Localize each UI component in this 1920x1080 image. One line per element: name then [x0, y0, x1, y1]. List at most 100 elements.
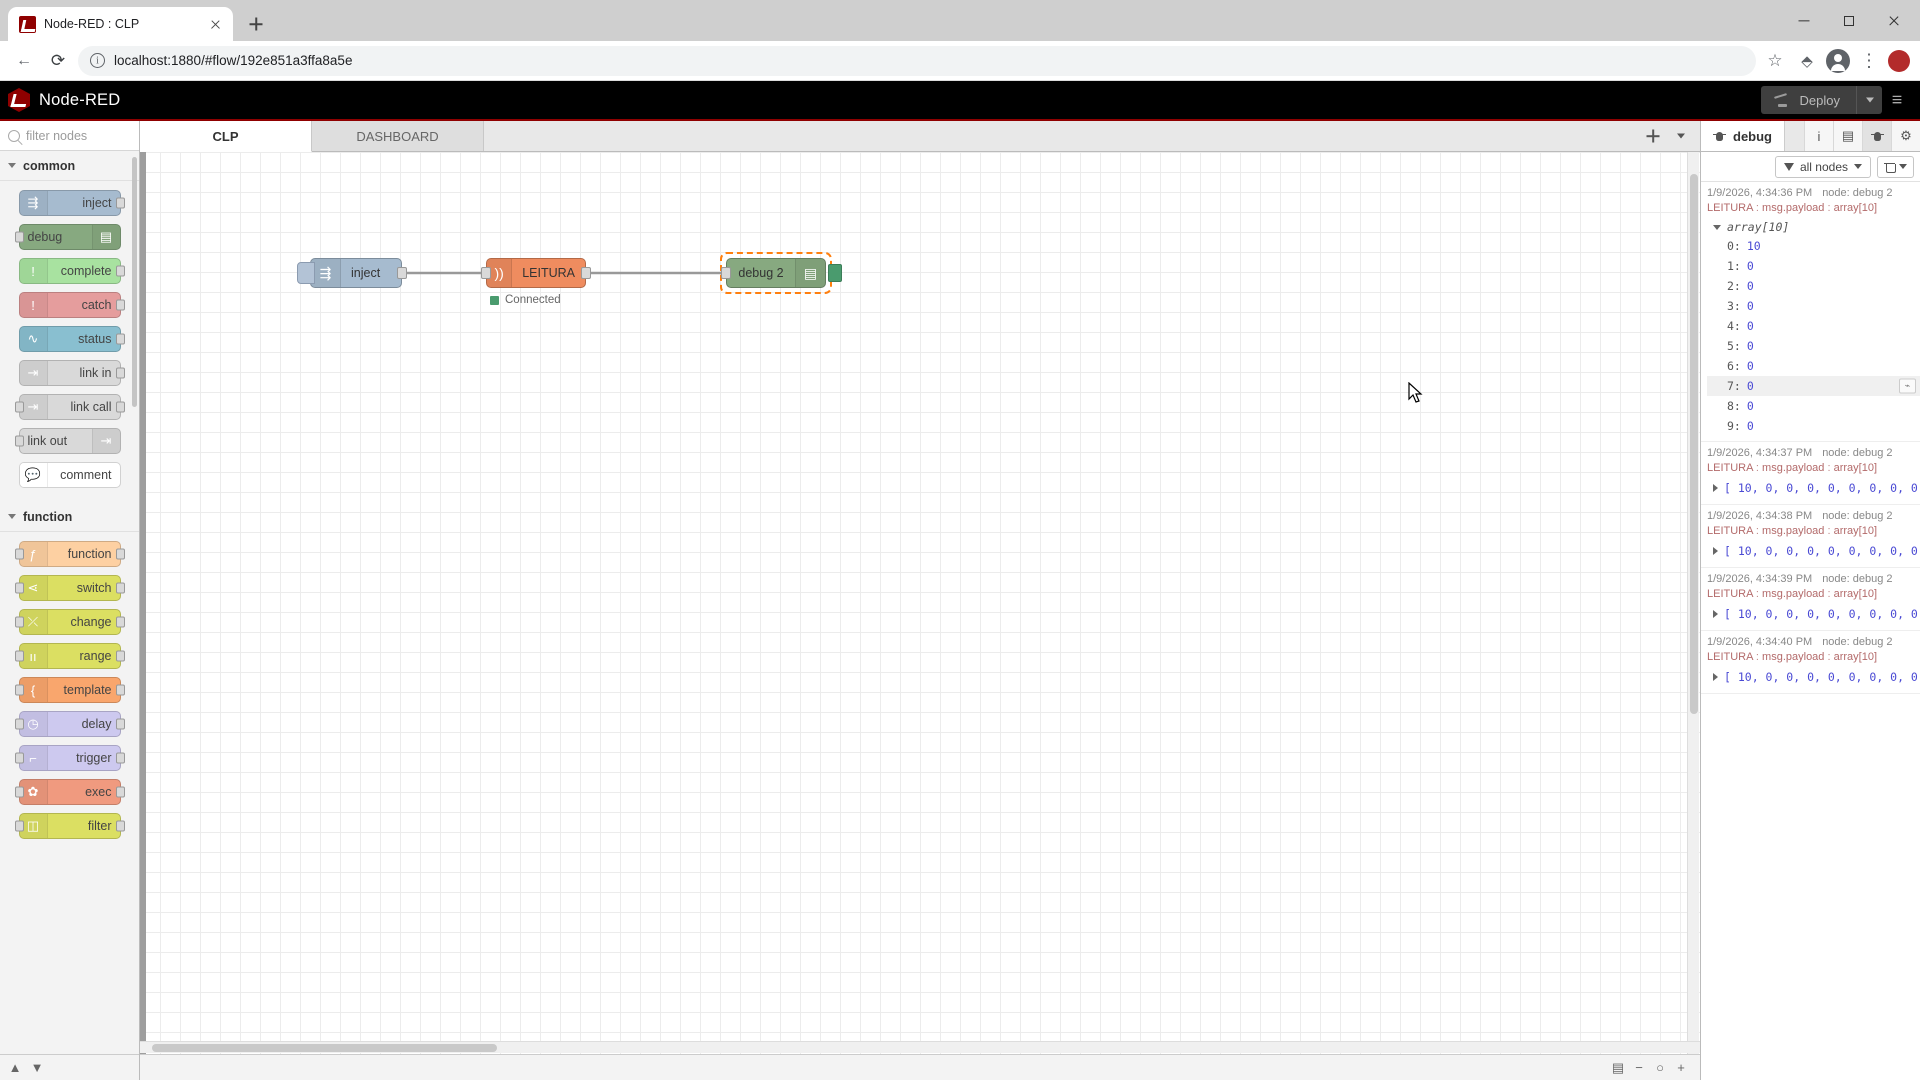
chevron-right-icon[interactable]	[1713, 484, 1718, 492]
node-ref[interactable]: node: debug 2	[1822, 447, 1893, 459]
tab-dashboard[interactable]: DASHBOARD	[312, 121, 484, 151]
clear-debug-button[interactable]	[1877, 155, 1914, 178]
palette-node-template[interactable]: { template	[14, 677, 125, 703]
array-row[interactable]: 6: 0	[1727, 359, 1754, 373]
debug-active-port[interactable]	[828, 264, 842, 282]
flow-canvas[interactable]: ⇶ inject )) LEITURA Connected debug 2 ▤	[140, 152, 1700, 1054]
palette-node-trigger[interactable]: ⌐ trigger	[14, 745, 125, 771]
chevron-right-icon[interactable]	[1713, 610, 1718, 618]
array-row[interactable]: 7: 0 ⌁	[1707, 376, 1920, 396]
chevron-right-icon[interactable]	[1713, 673, 1718, 681]
palette-node-status[interactable]: ∿ status	[18, 326, 125, 352]
input-port[interactable]	[721, 267, 731, 279]
output-port[interactable]	[115, 265, 125, 277]
profile-avatar-icon[interactable]	[1826, 48, 1850, 73]
array-row[interactable]: 5: 0	[1727, 339, 1754, 353]
node-ref[interactable]: node: debug 2	[1822, 187, 1893, 199]
chevron-down-icon[interactable]	[1668, 121, 1694, 151]
palette-node-change[interactable]: ⤫ change	[14, 609, 125, 635]
book-icon[interactable]: ▤	[1833, 121, 1862, 151]
palette-node-range[interactable]: ıı range	[14, 643, 125, 669]
array-row[interactable]: 4: 0	[1727, 319, 1754, 333]
palette-node-exec[interactable]: ✿ exec	[14, 779, 125, 805]
palette-node-catch[interactable]: ! catch	[18, 292, 125, 318]
output-port[interactable]	[115, 582, 125, 594]
palette-category-common[interactable]: common	[0, 151, 139, 181]
minimize-icon[interactable]	[1781, 0, 1826, 41]
input-port[interactable]	[14, 718, 24, 730]
palette-node-comment[interactable]: 💬 comment	[18, 462, 121, 488]
debug-message[interactable]: 1/9/2026, 4:34:38 PM node: debug 2 LEITU…	[1701, 505, 1920, 568]
output-port[interactable]	[115, 197, 125, 209]
input-port[interactable]	[14, 684, 24, 696]
input-port[interactable]	[14, 616, 24, 628]
node-ref[interactable]: node: debug 2	[1822, 573, 1893, 585]
maximize-icon[interactable]	[1826, 0, 1871, 41]
array-row[interactable]: 3: 0	[1727, 299, 1754, 313]
palette-scrollbar[interactable]	[132, 157, 137, 407]
output-port[interactable]	[115, 650, 125, 662]
palette-node-inject[interactable]: ⇶ inject	[18, 190, 125, 216]
input-port[interactable]	[14, 786, 24, 798]
output-port[interactable]	[115, 299, 125, 311]
bookmark-star-icon[interactable]	[1762, 48, 1788, 74]
debug-message-list[interactable]: 1/9/2026, 4:34:36 PM node: debug 2 LEITU…	[1701, 182, 1920, 1080]
array-row[interactable]: 9: 0	[1727, 419, 1754, 433]
palette-node-link-call[interactable]: ⇥ link call	[14, 394, 125, 420]
input-port[interactable]	[14, 752, 24, 764]
inject-trigger-button[interactable]	[297, 262, 315, 284]
input-port[interactable]	[14, 435, 24, 447]
flow-node-leitura[interactable]: )) LEITURA	[481, 258, 591, 288]
output-port[interactable]	[115, 718, 125, 730]
array-row[interactable]: 0: 10	[1727, 239, 1761, 253]
palette-node-switch[interactable]: ⋖ switch	[14, 575, 125, 601]
settings-gear-icon[interactable]: ⚙	[1891, 121, 1920, 151]
copy-value-icon[interactable]: ⌁	[1899, 378, 1916, 394]
extensions-icon[interactable]	[1794, 48, 1820, 74]
canvas-horizontal-scrollbar[interactable]	[140, 1041, 1700, 1053]
array-row[interactable]: 1: 0	[1727, 259, 1754, 273]
array-collapsed-row[interactable]: [ 10, 0, 0, 0, 0, 0, 0, 0, 0, 0 ]	[1707, 477, 1920, 499]
bug-icon[interactable]	[1862, 121, 1891, 151]
input-port[interactable]	[14, 548, 24, 560]
debug-message[interactable]: 1/9/2026, 4:34:36 PM node: debug 2 LEITU…	[1701, 182, 1920, 442]
debug-message[interactable]: 1/9/2026, 4:34:37 PM node: debug 2 LEITU…	[1701, 442, 1920, 505]
debug-message[interactable]: 1/9/2026, 4:34:39 PM node: debug 2 LEITU…	[1701, 568, 1920, 631]
palette-search[interactable]: filter nodes	[0, 121, 139, 151]
filter-all-nodes-dropdown[interactable]: all nodes	[1774, 155, 1871, 178]
array-row[interactable]: 2: 0	[1727, 279, 1754, 293]
output-port[interactable]	[115, 367, 125, 379]
array-collapsed-row[interactable]: [ 10, 0, 0, 0, 0, 0, 0, 0, 0, 0 ]	[1707, 540, 1920, 562]
input-port[interactable]	[14, 401, 24, 413]
output-port[interactable]	[115, 401, 125, 413]
close-icon[interactable]	[206, 15, 225, 34]
output-port[interactable]	[581, 267, 591, 279]
output-port[interactable]	[115, 333, 125, 345]
debug-message[interactable]: 1/9/2026, 4:34:40 PM node: debug 2 LEITU…	[1701, 631, 1920, 694]
palette-node-debug[interactable]: ▤ debug	[14, 224, 121, 250]
tab-clp[interactable]: CLP	[140, 121, 312, 152]
output-port[interactable]	[115, 786, 125, 798]
input-port[interactable]	[14, 820, 24, 832]
array-expander[interactable]: array[10]	[1707, 217, 1920, 236]
info-icon[interactable]: i	[1804, 121, 1833, 151]
back-arrow-icon[interactable]	[10, 47, 38, 75]
address-bar[interactable]: localhost:1880/#flow/192e851a3ffa8a5e	[78, 45, 1756, 76]
output-port[interactable]	[115, 616, 125, 628]
scrollbar-thumb[interactable]	[152, 1044, 497, 1052]
reload-icon[interactable]	[44, 47, 72, 75]
zoom-out-icon[interactable]: −	[1635, 1060, 1643, 1075]
palette-node-delay[interactable]: ◷ delay	[14, 711, 125, 737]
window-close-icon[interactable]	[1871, 0, 1916, 41]
output-port[interactable]	[115, 752, 125, 764]
canvas-vertical-scrollbar[interactable]	[1687, 152, 1699, 1054]
node-ref[interactable]: node: debug 2	[1822, 636, 1893, 648]
array-row[interactable]: 8: 0	[1727, 399, 1754, 413]
palette-node-function[interactable]: ƒ function	[14, 541, 125, 567]
palette-category-function[interactable]: function	[0, 502, 139, 532]
palette-node-complete[interactable]: ! complete	[18, 258, 125, 284]
hamburger-menu-icon[interactable]	[1882, 80, 1912, 120]
palette-node-filter[interactable]: ◫ filter	[14, 813, 125, 839]
new-tab-button[interactable]	[242, 10, 270, 38]
node-red-app-icon[interactable]	[1888, 49, 1910, 72]
